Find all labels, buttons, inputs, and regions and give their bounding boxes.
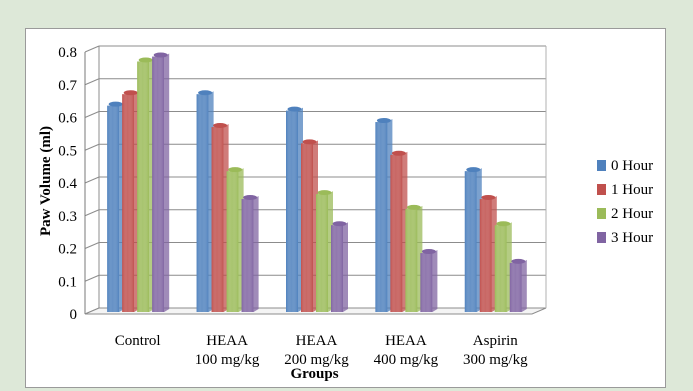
legend-label: 0 Hour bbox=[611, 158, 653, 174]
legend-label: 2 Hour bbox=[611, 206, 653, 222]
x-tick-labels: Control HEAA 100 mg/kg HEAA 200 mg/kg HEAA 400… bbox=[115, 333, 528, 368]
legend-swatch bbox=[597, 232, 606, 243]
bar-cap bbox=[421, 249, 436, 255]
legend-label: 1 Hour bbox=[611, 182, 653, 198]
bar-cap bbox=[496, 221, 511, 227]
y-tick-label: 0.8 bbox=[58, 45, 77, 61]
bar-cap bbox=[198, 90, 213, 96]
bar-shading bbox=[152, 56, 165, 312]
y-tick-label: 0.3 bbox=[58, 209, 77, 225]
bar-shading bbox=[316, 194, 328, 312]
bar-side bbox=[253, 196, 259, 312]
bar-shading bbox=[301, 143, 313, 312]
bar-cap bbox=[391, 150, 406, 156]
bars bbox=[107, 52, 527, 313]
x-tick-label: Control bbox=[115, 333, 161, 349]
legend-swatch bbox=[597, 184, 606, 195]
bar-shading bbox=[390, 154, 403, 312]
bar-cap bbox=[317, 190, 332, 196]
gridline-depth bbox=[84, 176, 100, 184]
bar-cap bbox=[466, 167, 481, 173]
bar-cap bbox=[302, 139, 317, 145]
gridline-depth bbox=[84, 143, 100, 151]
bar-cap bbox=[376, 118, 391, 124]
bar-cap bbox=[406, 204, 421, 210]
legend-label: 3 Hour bbox=[611, 230, 653, 246]
legend-swatch bbox=[597, 160, 606, 171]
bar-shading bbox=[241, 199, 254, 312]
bar-cap bbox=[108, 101, 123, 107]
bar-chart: Control HEAA 100 mg/kg HEAA 200 mg/kg HEAA 400… bbox=[38, 45, 653, 382]
bar-side bbox=[343, 222, 348, 312]
bar-cap bbox=[511, 258, 526, 264]
x-tick-label: HEAA 200 mg/kg bbox=[284, 333, 349, 368]
bar-cap bbox=[243, 195, 258, 201]
bar-shading bbox=[509, 262, 522, 312]
legend: 0 Hour 1 Hour 2 Hour 3 Hour bbox=[597, 158, 653, 246]
bar-shading bbox=[122, 94, 135, 313]
bar-shading bbox=[286, 110, 298, 313]
legend-swatch bbox=[597, 208, 606, 219]
bar-side bbox=[164, 53, 170, 313]
bar-side bbox=[432, 250, 438, 312]
bar-side bbox=[521, 259, 527, 312]
bar-cap bbox=[123, 90, 138, 96]
y-tick-labels: 0 0.1 0.2 0.3 0.4 0.5 0.6 0.7 0.8 bbox=[58, 45, 77, 323]
bar-cap bbox=[332, 221, 347, 227]
bar-cap bbox=[481, 195, 496, 201]
x-tick-label: Aspirin 300 mg/kg bbox=[463, 333, 528, 368]
y-tick-label: 0 bbox=[70, 307, 78, 323]
bar-shading bbox=[479, 199, 492, 312]
gridline-depth bbox=[84, 274, 100, 282]
bar-cap bbox=[153, 52, 168, 58]
bar-shading bbox=[211, 126, 224, 313]
bar-cap bbox=[138, 57, 153, 63]
bar-cap bbox=[228, 167, 243, 173]
y-axis-title: Paw Volume (ml) bbox=[38, 126, 54, 236]
bar-shading bbox=[226, 171, 239, 312]
bar-shading bbox=[420, 253, 433, 312]
gridline-depth bbox=[84, 111, 100, 118]
y-tick-label: 0.1 bbox=[58, 274, 77, 290]
x-axis-title: Groups bbox=[290, 366, 338, 382]
bar-shading bbox=[494, 225, 507, 312]
bar-shading bbox=[375, 122, 388, 312]
chart-panel: Control HEAA 100 mg/kg HEAA 200 mg/kg HEAA 400… bbox=[25, 28, 666, 388]
bar-shading bbox=[464, 171, 477, 312]
bar-shading bbox=[107, 105, 120, 312]
x-tick-label: HEAA 100 mg/kg bbox=[195, 333, 260, 368]
bar-shading bbox=[137, 61, 150, 313]
gridline-depth bbox=[84, 78, 100, 86]
y-tick-label: 0.5 bbox=[58, 143, 77, 159]
gridline-depth bbox=[84, 45, 100, 53]
gridline-depth bbox=[84, 209, 100, 217]
y-tick-label: 0.4 bbox=[58, 176, 77, 192]
bar-cap bbox=[287, 106, 302, 112]
bar-shading bbox=[405, 208, 418, 312]
bar-shading bbox=[331, 225, 343, 312]
y-tick-label: 0.7 bbox=[58, 78, 77, 94]
x-tick-label: HEAA 400 mg/kg bbox=[374, 333, 439, 368]
y-tick-label: 0.6 bbox=[58, 111, 77, 127]
bar-cap bbox=[213, 122, 228, 128]
y-tick-label: 0.2 bbox=[58, 242, 77, 258]
bar-shading bbox=[196, 94, 209, 313]
gridline-depth bbox=[84, 242, 100, 249]
